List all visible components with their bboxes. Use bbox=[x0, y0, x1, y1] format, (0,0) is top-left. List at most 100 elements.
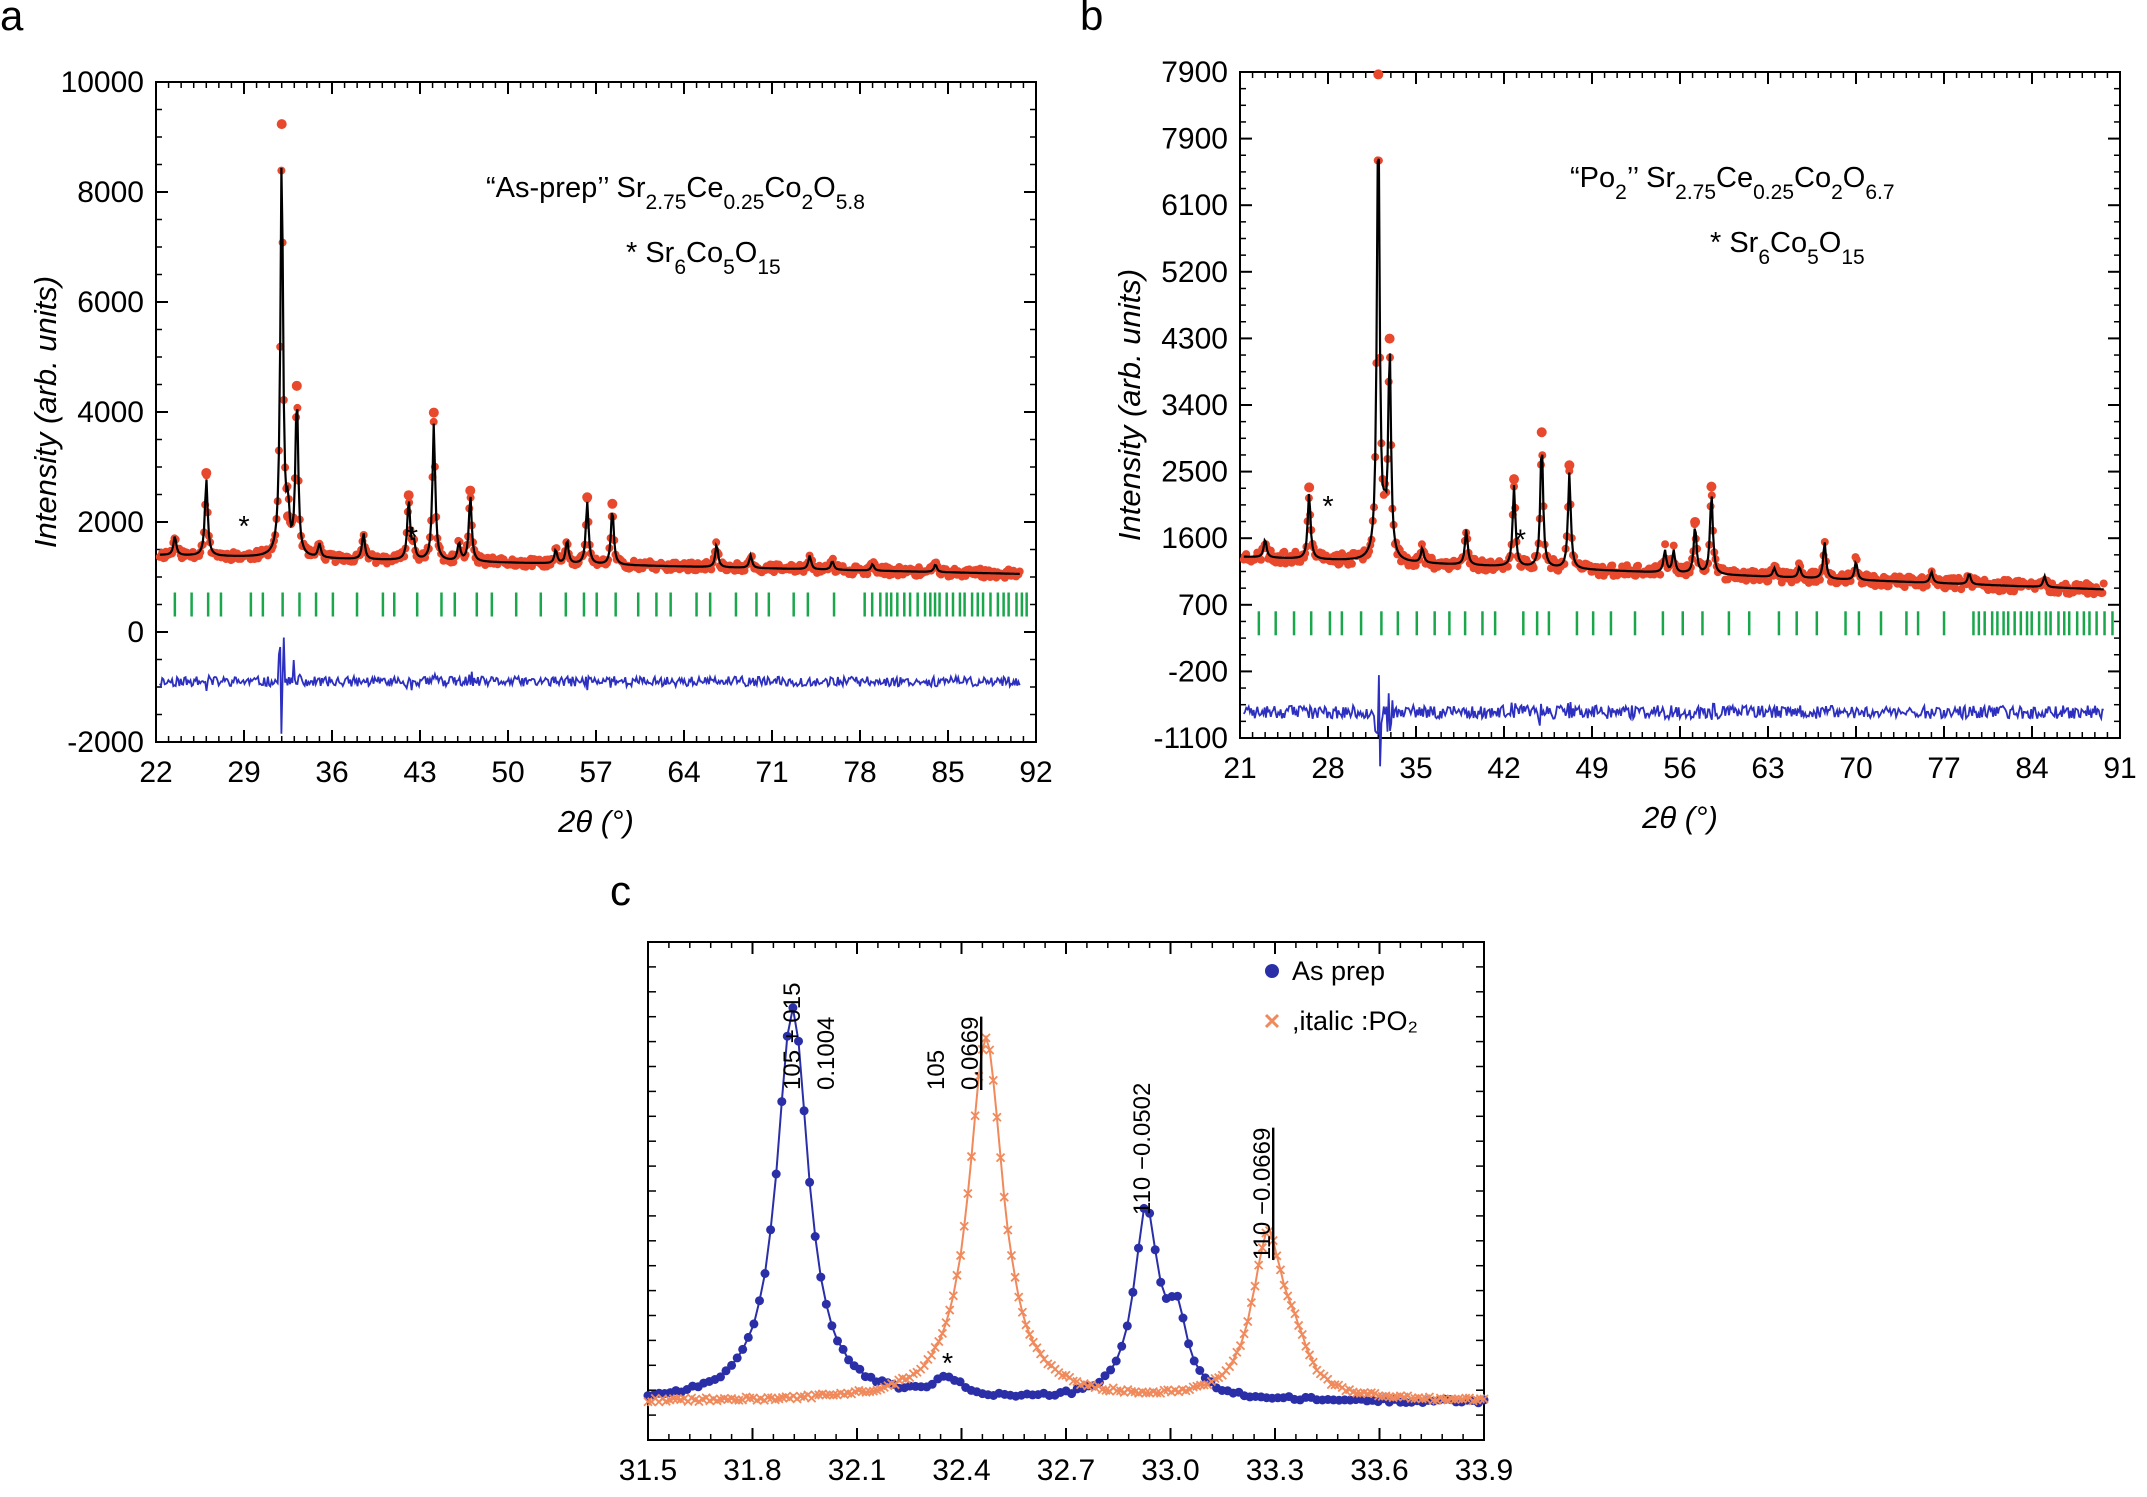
y-tick-label: 700 bbox=[1178, 589, 1228, 622]
series-point bbox=[821, 1390, 831, 1400]
series-point bbox=[1268, 1235, 1278, 1246]
series-point bbox=[1479, 1394, 1489, 1404]
observed-peak-point bbox=[1690, 516, 1701, 527]
y-tick-label: 1600 bbox=[1161, 522, 1228, 555]
peak-label-line: 105 bbox=[923, 1050, 950, 1090]
x-tick-label: 21 bbox=[1223, 752, 1256, 785]
y-axis-label: Intensity (arb. units) bbox=[1112, 269, 1147, 541]
series-point bbox=[934, 1336, 944, 1347]
series-point bbox=[1272, 1251, 1282, 1261]
y-tick-label: 6000 bbox=[77, 286, 144, 319]
series-point bbox=[838, 1344, 848, 1354]
y-tick-label: 8000 bbox=[77, 176, 144, 209]
impurity-label: * Sr6Co5O15 bbox=[626, 237, 781, 279]
series-point bbox=[1301, 1341, 1311, 1351]
peak-label-line: 110 −0.0669 bbox=[1249, 1128, 1276, 1260]
peak-label-line: 0.0669 bbox=[957, 1017, 984, 1090]
series-point bbox=[1145, 1208, 1155, 1218]
series-point bbox=[1184, 1339, 1194, 1349]
composition-label-part-5: Co bbox=[1794, 162, 1831, 194]
series-point bbox=[1126, 1386, 1137, 1397]
series-point bbox=[1406, 1393, 1416, 1404]
series-point bbox=[1017, 1307, 1028, 1317]
composition-label-part-3: Ce bbox=[1716, 162, 1753, 194]
x-tick-label: 56 bbox=[1663, 752, 1696, 785]
y-tick-label: -2000 bbox=[67, 726, 144, 759]
impurity-label-part-0: 6 bbox=[1758, 246, 1770, 269]
observed-point bbox=[1411, 561, 1420, 570]
series-point bbox=[992, 1112, 1002, 1122]
impurity-marker: * bbox=[942, 1348, 953, 1380]
series-point bbox=[1297, 1329, 1307, 1340]
panel-letter-c: c bbox=[610, 867, 631, 914]
series-point bbox=[1352, 1388, 1362, 1398]
legend-marker-po2 bbox=[1264, 1013, 1280, 1029]
x-tick-label: 43 bbox=[403, 756, 436, 789]
observed-point bbox=[1820, 538, 1829, 546]
series-point bbox=[794, 1036, 803, 1046]
x-tick-label: 35 bbox=[1399, 752, 1432, 785]
series-point bbox=[1243, 1316, 1253, 1327]
series-point bbox=[777, 1097, 787, 1107]
peak-label: 105 0.0669 bbox=[923, 1017, 984, 1090]
series-point bbox=[1304, 1350, 1315, 1360]
peak-label-line: 105 + 015 bbox=[779, 983, 806, 1090]
y-tick-label: 10000 bbox=[61, 66, 144, 99]
observed-point bbox=[1347, 559, 1356, 568]
series-point bbox=[721, 1366, 731, 1376]
series-point bbox=[833, 1336, 842, 1346]
x-tick-label: 50 bbox=[491, 756, 524, 789]
x-axis-label: 2θ (°) bbox=[557, 804, 634, 839]
series-point bbox=[828, 1390, 839, 1400]
legend-label-po2: ,italic :PO₂ bbox=[1292, 1006, 1418, 1036]
series-point bbox=[1100, 1371, 1110, 1381]
series-point bbox=[763, 1392, 773, 1403]
x-tick-label: 85 bbox=[931, 756, 964, 789]
x-tick-label: 32.7 bbox=[1037, 1454, 1095, 1487]
series-point bbox=[955, 1377, 965, 1387]
series-point bbox=[1178, 1313, 1188, 1323]
series-point bbox=[1032, 1343, 1042, 1353]
composition-label-base: “Po bbox=[1570, 162, 1615, 194]
series-point bbox=[1239, 1329, 1249, 1339]
observed-peak-point bbox=[607, 498, 618, 509]
observed-peak-point bbox=[276, 119, 287, 130]
series-point bbox=[821, 1299, 831, 1309]
observed-point bbox=[1852, 555, 1861, 564]
series-as-prep bbox=[643, 1003, 1489, 1408]
series-point bbox=[1112, 1386, 1122, 1396]
composition-label-part-5: O bbox=[813, 172, 836, 204]
y-tick-label: -1100 bbox=[1153, 722, 1228, 755]
series-point bbox=[1068, 1376, 1078, 1386]
panel-letter-b: b bbox=[1080, 0, 1103, 39]
composition-label-part-4: 0.25 bbox=[1753, 181, 1794, 204]
series-point bbox=[805, 1177, 815, 1187]
y-tick-label: 2000 bbox=[77, 506, 144, 539]
y-tick-label: 4000 bbox=[77, 396, 144, 429]
x-tick-label: 49 bbox=[1575, 752, 1608, 785]
series-point bbox=[766, 1225, 776, 1235]
series-point bbox=[1475, 1394, 1486, 1404]
impurity-label: * Sr6Co5O15 bbox=[1710, 227, 1865, 269]
panel-a: a 22 29 36 43 50 57 64 71 78 85 92 -2000 0 2000 4000 600… bbox=[0, 0, 1053, 839]
observed-point bbox=[1669, 541, 1678, 550]
composition-label-base: “As-prep’’ Sr bbox=[486, 172, 646, 204]
series-point bbox=[970, 1111, 980, 1121]
series-point bbox=[1428, 1395, 1438, 1406]
series-point bbox=[1199, 1380, 1209, 1390]
x-tick-label: 33.0 bbox=[1141, 1454, 1199, 1487]
series-line bbox=[647, 1034, 1485, 1404]
series-point bbox=[799, 1106, 809, 1116]
panel-c: c 31.5 31.8 32.1 32.4 32.7 33.0 33.3 33.6 33.9 105… bbox=[610, 867, 1513, 1487]
peak-label-line: 110 −0.0502 bbox=[1129, 1083, 1156, 1215]
series-point bbox=[1134, 1243, 1143, 1253]
x-tick-label: 42 bbox=[1487, 752, 1520, 785]
x-tick-label: 31.8 bbox=[723, 1454, 781, 1487]
series-point bbox=[1417, 1394, 1427, 1404]
series-point bbox=[1453, 1394, 1464, 1404]
observed-peak-point bbox=[403, 490, 414, 501]
series-point bbox=[948, 1291, 958, 1301]
legend-label-as-prep: As prep bbox=[1292, 956, 1385, 986]
series-point bbox=[1106, 1365, 1116, 1375]
x-tick-label: 92 bbox=[1019, 756, 1052, 789]
